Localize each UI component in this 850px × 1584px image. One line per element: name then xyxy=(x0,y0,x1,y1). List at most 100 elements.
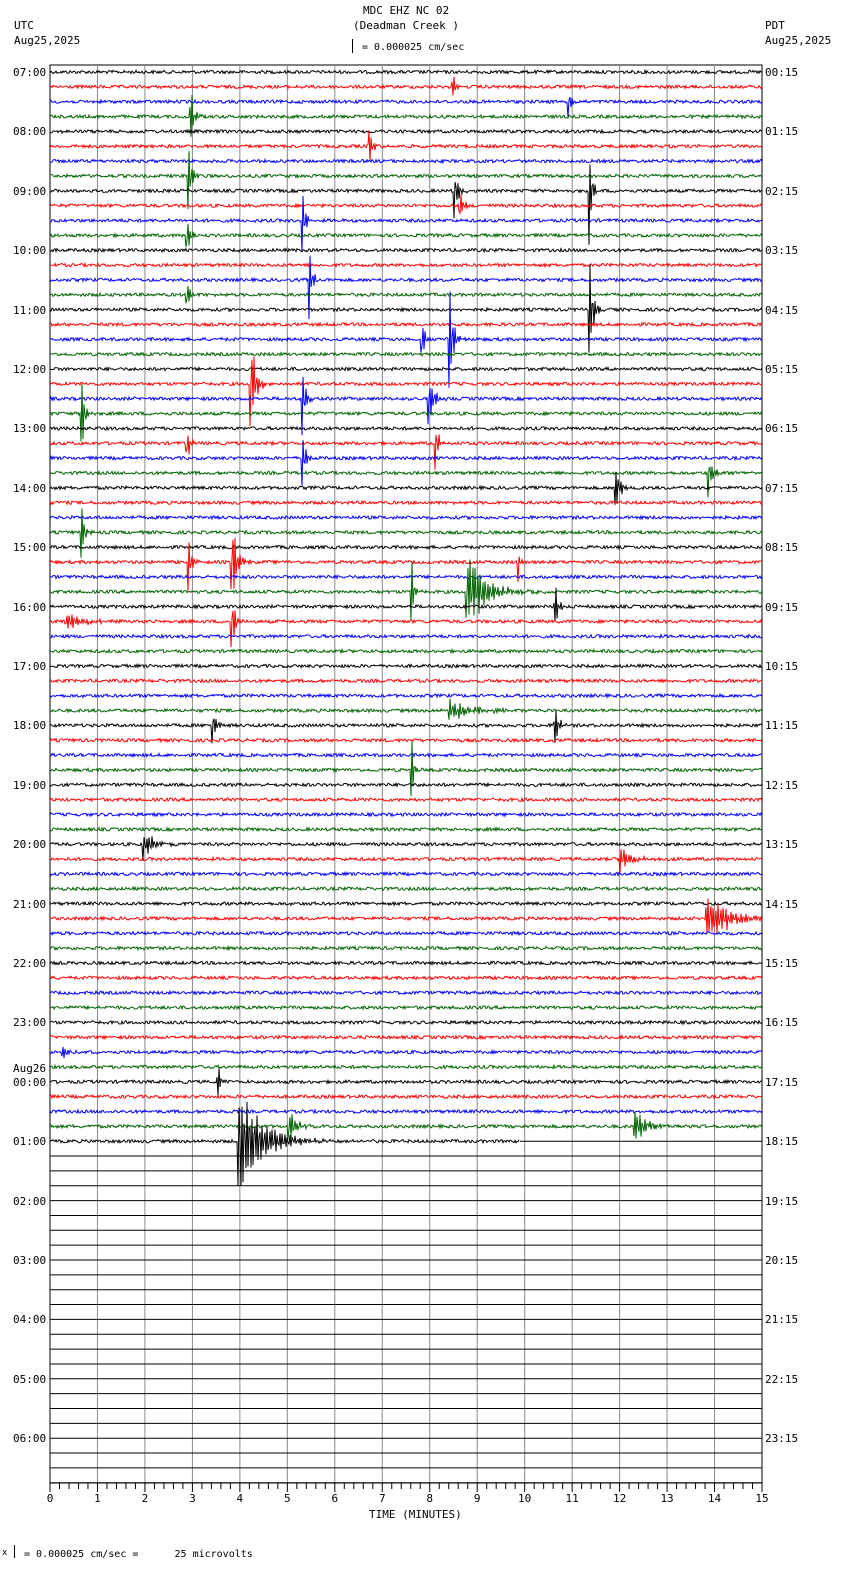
trace-34 xyxy=(49,573,763,580)
trace-23 xyxy=(49,383,763,442)
trace-6 xyxy=(49,157,763,165)
trace-72 xyxy=(49,1101,520,1187)
pdt-hour-label: 06:15 xyxy=(765,422,799,436)
trace-29 xyxy=(49,499,762,506)
utc-hour-label: 18:00 xyxy=(13,719,47,733)
trace-20 xyxy=(49,366,763,373)
x-tick-label: 10 xyxy=(518,1492,531,1505)
pdt-hour-label: 17:15 xyxy=(765,1075,799,1089)
trace-69 xyxy=(49,1093,763,1100)
footer-scale-text: = 0.000025 cm/sec = 25 microvolts xyxy=(24,1549,253,1560)
trace-57 xyxy=(49,898,763,934)
x-tick-label: 11 xyxy=(566,1492,579,1505)
trace-36 xyxy=(49,587,763,622)
trace-12 xyxy=(49,247,763,254)
trace-68 xyxy=(49,1068,763,1096)
trace-41 xyxy=(49,677,763,684)
trace-10 xyxy=(49,195,763,253)
pdt-hour-label: 00:15 xyxy=(765,66,799,79)
pdt-hour-label: 20:15 xyxy=(765,1254,799,1267)
trace-16 xyxy=(49,263,763,353)
trace-13 xyxy=(49,261,763,269)
trace-66 xyxy=(49,1046,763,1059)
utc-hour-label: 09:00 xyxy=(13,184,47,198)
trace-4 xyxy=(49,128,763,135)
trace-33 xyxy=(49,537,763,592)
trace-3 xyxy=(49,94,763,137)
utc-hour-label: 22:00 xyxy=(13,957,47,970)
utc-hour-label: 13:00 xyxy=(13,422,47,436)
trace-39 xyxy=(49,647,763,655)
x-tick-label: 7 xyxy=(379,1492,386,1505)
trace-59 xyxy=(49,944,763,952)
trace-51 xyxy=(49,826,763,833)
pdt-hour-label: 19:15 xyxy=(765,1194,799,1208)
x-tick-label: 15 xyxy=(755,1492,768,1505)
trace-56 xyxy=(49,900,763,907)
pdt-hour-label: 09:15 xyxy=(765,600,799,614)
utc-hour-label: 11:00 xyxy=(13,303,47,317)
pdt-hour-label: 18:15 xyxy=(765,1135,799,1149)
utc-hour-label: 16:00 xyxy=(13,600,47,614)
trace-71 xyxy=(49,1111,763,1140)
trace-55 xyxy=(49,885,763,892)
trace-21 xyxy=(49,356,763,427)
scale-bar-icon xyxy=(352,39,353,53)
trace-24 xyxy=(49,425,763,432)
utc-hour-label: 01:00 xyxy=(13,1135,47,1149)
x-tick-label: 13 xyxy=(660,1492,673,1505)
pdt-hour-label: 14:15 xyxy=(765,897,799,911)
pdt-hour-label: 13:15 xyxy=(765,838,799,852)
trace-53 xyxy=(49,849,763,874)
pdt-hour-label: 11:15 xyxy=(765,719,799,733)
trace-54 xyxy=(49,870,763,877)
trace-61 xyxy=(49,974,763,982)
trace-40 xyxy=(49,663,763,669)
trace-38 xyxy=(49,633,763,640)
pdt-hour-label: 21:15 xyxy=(765,1313,799,1327)
pdt-hour-label: 08:15 xyxy=(765,541,799,555)
utc-hour-label: 17:00 xyxy=(13,660,47,673)
plot-frame xyxy=(49,64,763,1484)
date-change-label: Aug26 xyxy=(13,1061,47,1075)
utc-hour-label: 00:00 xyxy=(13,1075,47,1089)
trace-18 xyxy=(49,291,763,388)
trace-60 xyxy=(49,960,763,967)
station-code: MDC EHZ NC 02 xyxy=(363,4,450,17)
x-tick-label: 5 xyxy=(284,1492,291,1505)
trace-35 xyxy=(49,559,763,621)
station-name: (Deadman Creek ) xyxy=(353,19,459,32)
pdt-hour-label: 23:15 xyxy=(765,1432,799,1446)
utc-date: Aug25,2025 xyxy=(14,34,81,47)
pdt-hour-label: 01:15 xyxy=(765,125,799,139)
x-tick-label: 3 xyxy=(189,1492,196,1505)
trace-7 xyxy=(49,150,763,210)
trace-45 xyxy=(49,737,763,744)
pdt-hour-label: 03:15 xyxy=(765,244,799,258)
trace-28 xyxy=(49,471,763,505)
trace-25 xyxy=(49,434,763,470)
x-axis-title: TIME (MINUTES) xyxy=(369,1508,462,1521)
pdt-hour-label: 16:15 xyxy=(765,1016,799,1030)
utc-hour-label: 21:00 xyxy=(13,897,47,911)
trace-17 xyxy=(49,321,763,328)
utc-hour-label: 20:00 xyxy=(13,838,47,852)
utc-label: UTC xyxy=(14,19,34,32)
trace-63 xyxy=(49,1004,763,1011)
trace-47 xyxy=(49,741,763,797)
x-tick-label: 14 xyxy=(708,1492,722,1505)
x-tick-label: 12 xyxy=(613,1492,626,1505)
trace-49 xyxy=(49,796,763,803)
scale-text: = 0.000025 cm/sec xyxy=(362,42,465,53)
x-tick-label: 8 xyxy=(426,1492,433,1505)
pdt-hour-label: 12:15 xyxy=(765,778,799,792)
pdt-hour-label: 10:15 xyxy=(765,660,799,673)
trace-1 xyxy=(49,76,763,96)
footer-scale-bar-icon xyxy=(14,1545,15,1558)
trace-64 xyxy=(49,1019,763,1026)
x-tick-label: 1 xyxy=(94,1492,101,1505)
utc-hour-label: 08:00 xyxy=(13,125,47,139)
trace-48 xyxy=(49,781,763,788)
utc-hour-label: 19:00 xyxy=(13,778,47,792)
